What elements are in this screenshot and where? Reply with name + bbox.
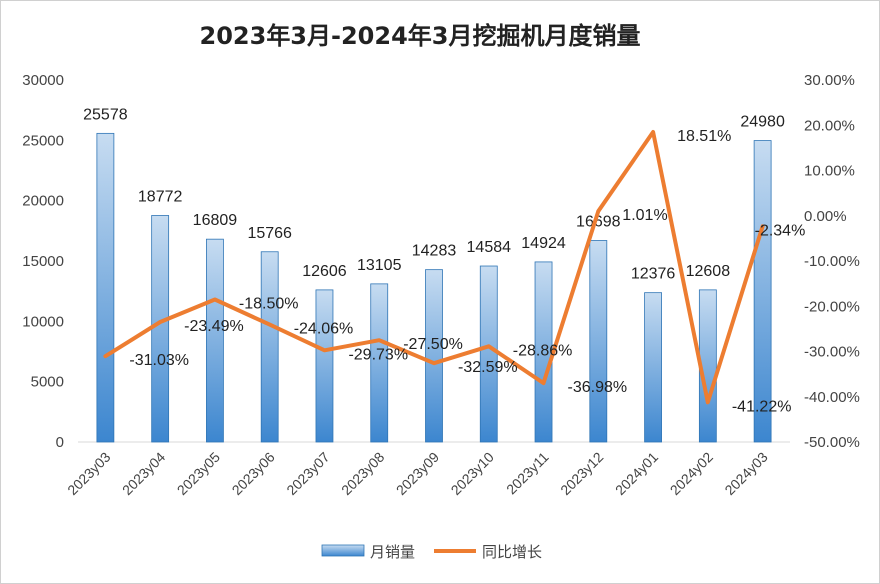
line-value-label: 1.01% — [622, 207, 667, 224]
left-tick-label: 15000 — [22, 253, 64, 270]
bar-value-label: 18772 — [138, 188, 183, 205]
line-value-label: 18.51% — [677, 128, 731, 145]
line-value-label: -27.50% — [403, 336, 463, 353]
legend-bar-label: 月销量 — [370, 543, 415, 561]
left-tick-label: 10000 — [22, 313, 64, 330]
right-tick-label: -30.00% — [804, 344, 860, 361]
bar — [315, 289, 334, 443]
bar-value-label: 14584 — [467, 239, 512, 256]
bar-value-label: 12376 — [631, 266, 676, 283]
bar-value-label: 15766 — [247, 225, 292, 242]
bar-value-label: 14924 — [521, 235, 566, 252]
yoy-line — [103, 130, 765, 405]
bar-value-label: 12606 — [302, 263, 347, 280]
right-tick-label: 0.00% — [804, 208, 847, 225]
line-value-label: -2.34% — [755, 222, 806, 239]
line-value-label: -32.59% — [458, 359, 518, 376]
bar-value-label: 16698 — [576, 214, 621, 231]
bar-series — [96, 132, 772, 443]
bar-value-label: 13105 — [357, 257, 402, 274]
right-tick-label: 30.00% — [804, 72, 855, 89]
left-tick-label: 20000 — [22, 193, 64, 210]
bar-value-label: 16809 — [193, 212, 238, 229]
bar — [425, 269, 443, 443]
bar — [479, 265, 498, 443]
bar-labels: 25578 18772 16809 15766 12606 13105 14283 14584… — [83, 106, 785, 282]
bar-value-label: 14283 — [412, 243, 457, 260]
bar — [260, 251, 279, 443]
bar-value-label: 24980 — [740, 114, 785, 131]
bar-value-label: 25578 — [83, 106, 128, 123]
right-tick-label: 20.00% — [804, 117, 855, 134]
left-axis: 0 5000 10000 15000 20000 25000 30000 — [22, 72, 64, 451]
left-tick-label: 25000 — [22, 132, 64, 149]
line-value-label: -24.06% — [294, 321, 354, 338]
right-axis: -50.00% -40.00% -30.00% -20.00% -10.00% 0.00%… — [804, 72, 860, 451]
bar — [96, 132, 115, 443]
legend-line-label: 同比增长 — [482, 543, 542, 561]
right-tick-label: -20.00% — [804, 298, 860, 315]
line-value-label: -29.73% — [348, 346, 408, 363]
bar — [589, 240, 608, 443]
right-tick-label: 10.00% — [804, 163, 855, 180]
right-tick-label: -50.00% — [804, 434, 860, 451]
line-value-label: -41.22% — [732, 398, 792, 415]
chart-title: 2023年3月-2024年3月挖掘机月度销量 — [200, 22, 641, 50]
line-value-label: -23.49% — [184, 318, 244, 335]
left-tick-label: 30000 — [22, 72, 64, 89]
line-labels: -31.03% -23.49% -18.50% -24.06% -29.73%-27.5… — [129, 128, 805, 415]
bar — [644, 292, 662, 443]
right-tick-label: -40.00% — [804, 389, 860, 406]
bar — [753, 140, 772, 443]
left-tick-label: 5000 — [31, 374, 64, 391]
legend: 月销量 同比增长 — [321, 543, 542, 561]
bar — [151, 215, 170, 443]
line-value-label: -36.98% — [568, 379, 628, 396]
line-value-label: -31.03% — [129, 352, 189, 369]
legend-bar-swatch — [321, 544, 365, 557]
bar-value-label: 12608 — [686, 263, 731, 280]
bar — [206, 238, 224, 443]
left-tick-label: 0 — [56, 434, 64, 451]
bar — [370, 283, 389, 443]
line-value-label: -28.86% — [513, 342, 573, 359]
line-value-label: -18.50% — [239, 295, 299, 312]
right-tick-label: -10.00% — [804, 253, 860, 270]
